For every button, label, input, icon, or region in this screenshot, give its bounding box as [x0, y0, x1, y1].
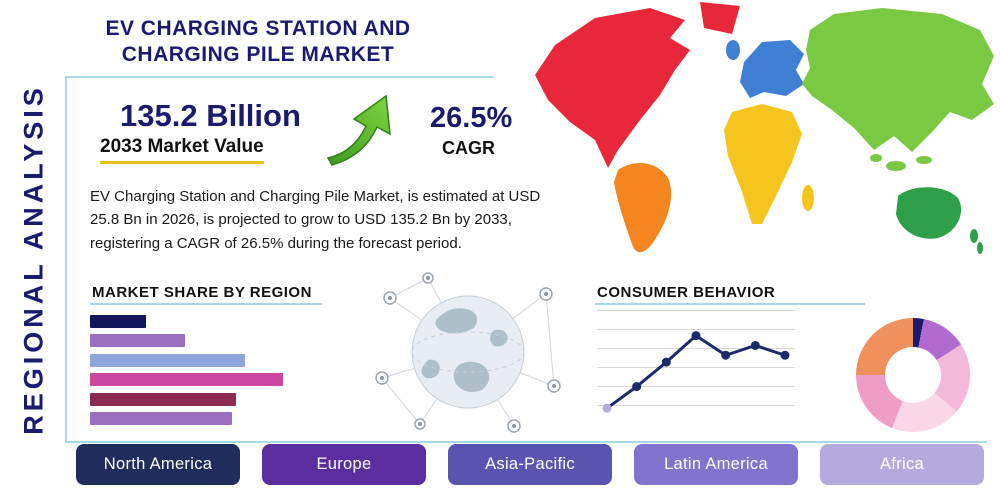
region-button-asia-pacific[interactable]: Asia-Pacific	[448, 444, 612, 485]
bar-row	[90, 392, 322, 406]
cagr-stat: 26.5%	[430, 102, 513, 134]
continent-new-zealand	[970, 229, 983, 254]
bar-row	[90, 334, 322, 348]
world-map	[500, 0, 1000, 267]
continent-uk	[726, 40, 740, 60]
continent-australia	[896, 187, 962, 239]
section-title-market-share: MARKET SHARE BY REGION	[92, 284, 312, 301]
frame-line-left	[65, 76, 67, 442]
line-marker	[780, 350, 790, 360]
market-share-bar-chart	[90, 315, 322, 425]
continent-north-america	[535, 8, 690, 168]
continent-greenland	[700, 2, 740, 34]
line-marker	[661, 357, 671, 367]
continent-asia	[802, 8, 994, 152]
market-value-stat: 135.2 Billion	[120, 98, 301, 133]
region-button-europe[interactable]: Europe	[262, 444, 426, 485]
bar-4	[90, 373, 283, 387]
bar-6	[90, 411, 232, 425]
region-button-north-america[interactable]: North America	[76, 444, 240, 485]
market-value-label: 2033 Market Value	[100, 136, 264, 164]
bar-5	[90, 392, 237, 406]
continent-se-asia-islands	[870, 154, 932, 171]
continent-africa	[724, 104, 802, 224]
growth-arrow-icon	[320, 88, 398, 171]
section-title-consumer-behavior: CONSUMER BEHAVIOR	[597, 284, 776, 301]
bar-2	[90, 334, 186, 348]
continent-madagascar	[802, 185, 814, 211]
continent-europe	[740, 40, 804, 98]
frame-line-top	[65, 76, 493, 78]
continent-south-america	[614, 163, 672, 253]
bar-row	[90, 411, 322, 425]
region-pill-row: North America Europe Asia-Pacific Latin Ame…	[76, 444, 984, 485]
globe-network-graphic	[368, 268, 568, 441]
line-marker	[632, 382, 642, 392]
page-title: EV CHARGING STATION AND CHARGING PILE MA…	[105, 17, 411, 67]
consumer-behavior-line-chart	[597, 310, 795, 424]
market-description: EV Charging Station and Charging Pile Ma…	[90, 188, 541, 252]
line-marker	[691, 331, 701, 341]
side-label-regional-analysis: REGIONAL ANALYSIS	[18, 84, 49, 435]
bar-row	[90, 373, 322, 387]
line-marker	[721, 350, 731, 360]
region-button-latin-america[interactable]: Latin America	[634, 444, 798, 485]
market-share-underline	[90, 303, 322, 305]
regional-share-donut-chart	[856, 318, 970, 432]
line-marker	[602, 403, 612, 413]
frame-line-bottom	[65, 441, 987, 443]
region-button-africa[interactable]: Africa	[820, 444, 984, 485]
bar-3	[90, 353, 246, 367]
bar-1	[90, 315, 146, 328]
bar-row	[90, 315, 322, 328]
cagr-label: CAGR	[442, 138, 495, 158]
consumer-behavior-underline	[595, 303, 865, 305]
bar-row	[90, 353, 322, 367]
line-marker	[750, 340, 760, 350]
